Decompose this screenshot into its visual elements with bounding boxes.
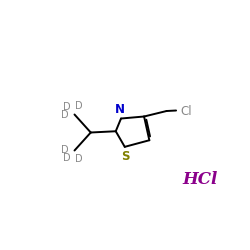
Text: N: N <box>115 102 125 116</box>
Text: D: D <box>63 153 71 163</box>
Text: D: D <box>63 102 71 112</box>
Text: Cl: Cl <box>180 104 192 118</box>
Text: D: D <box>75 154 83 164</box>
Text: HCl: HCl <box>182 172 218 188</box>
Text: D: D <box>75 101 83 111</box>
Text: D: D <box>61 145 68 155</box>
Text: S: S <box>121 150 130 163</box>
Text: D: D <box>61 110 68 120</box>
